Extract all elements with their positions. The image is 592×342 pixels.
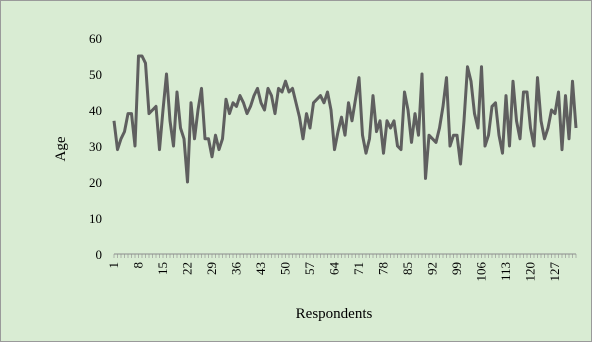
axes: [113, 253, 577, 258]
x-tick-label: 50: [278, 262, 293, 275]
x-tick-label: 106: [474, 262, 489, 282]
x-tick-label: 43: [253, 262, 268, 275]
x-tick-label: 127: [547, 262, 562, 282]
y-tick-label: 50: [89, 67, 102, 82]
y-axis-title: Age: [53, 136, 69, 161]
series-layer: [112, 54, 578, 184]
x-tick-label: 15: [155, 262, 170, 275]
x-tick-label: 8: [131, 262, 146, 269]
y-tick-label: 20: [89, 175, 102, 190]
x-tick-label: 29: [204, 262, 219, 275]
x-tick-label: 64: [327, 262, 342, 276]
y-tick-label: 10: [89, 211, 102, 226]
x-tick-label: 120: [523, 262, 538, 282]
x-tick-label: 85: [400, 262, 415, 275]
x-tick-label: 1: [106, 262, 121, 269]
y-tick-label: 0: [96, 247, 103, 262]
x-tick-label: 22: [180, 262, 195, 275]
x-tick-label: 36: [229, 262, 244, 276]
age-series-line: [112, 54, 578, 184]
x-tick-label: 99: [449, 262, 464, 275]
tick-labels: 0 10 20 30 40 50 60 1 8 15 22 29 36 43 50 57 64 71 78 85 92 9…: [89, 31, 562, 282]
x-axis-title: Respondents: [296, 306, 373, 322]
x-tick-label: 57: [302, 262, 317, 276]
x-tick-label: 113: [498, 262, 513, 281]
x-tick-label: 92: [425, 262, 440, 275]
x-tick-label: 78: [376, 262, 391, 275]
y-tick-label: 60: [89, 31, 102, 46]
y-tick-label: 30: [89, 139, 102, 154]
y-tick-label: 40: [89, 103, 102, 118]
x-tick-label: 71: [351, 262, 366, 275]
